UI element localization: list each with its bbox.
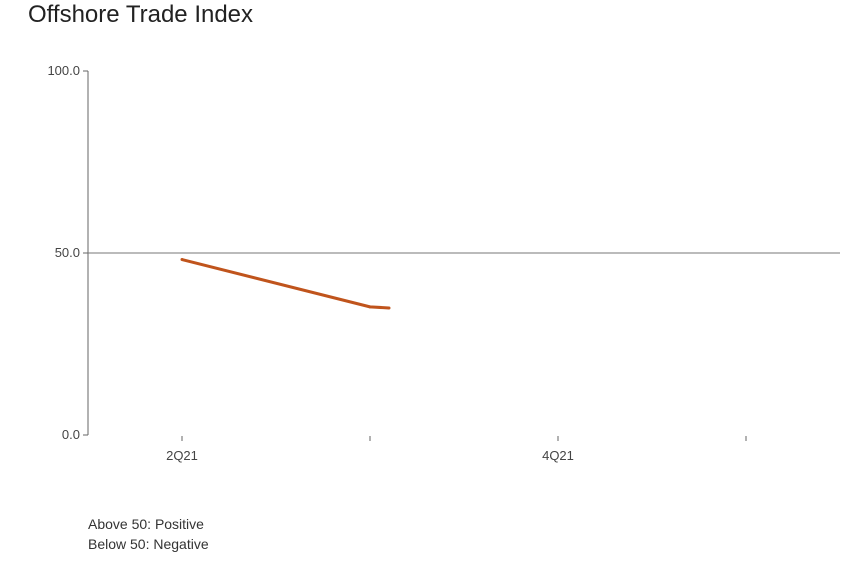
note-negative: Below 50: Negative bbox=[88, 536, 209, 552]
series-line bbox=[181, 258, 390, 310]
series-group bbox=[180, 258, 391, 310]
chart-notes: Above 50: Positive Below 50: Negative bbox=[88, 514, 209, 554]
series-point bbox=[368, 305, 372, 309]
series-point bbox=[180, 258, 184, 262]
chart-axes: 100.0 50.0 0.0 2Q21 4Q21 bbox=[47, 63, 747, 463]
y-tick-label: 100.0 bbox=[47, 63, 80, 78]
chart-title: Offshore Trade Index bbox=[28, 1, 254, 28]
x-tick-label: 2Q21 bbox=[166, 448, 198, 463]
y-tick-label: 50.0 bbox=[55, 245, 80, 260]
note-positive: Above 50: Positive bbox=[88, 516, 204, 532]
series-point bbox=[387, 306, 391, 310]
y-tick-label: 0.0 bbox=[62, 427, 80, 442]
x-tick-label: 4Q21 bbox=[542, 448, 574, 463]
